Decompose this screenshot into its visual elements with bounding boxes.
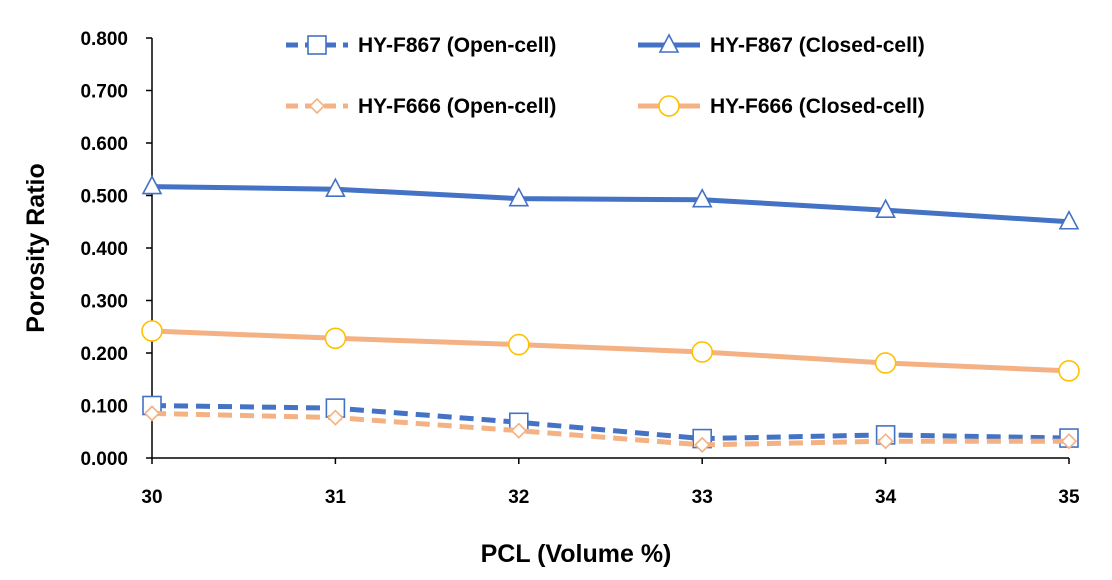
series-2 bbox=[143, 405, 1078, 454]
x-axis-title: PCL (Volume %) bbox=[481, 540, 672, 568]
legend-marker bbox=[658, 33, 680, 53]
legend: HY-F867 (Open-cell) HY-F867 (Closed-cell)… bbox=[286, 33, 925, 118]
y-axis-title: Porosity Ratio bbox=[22, 163, 50, 332]
legend-item: HY-F666 (Closed-cell) bbox=[638, 95, 925, 118]
data-point bbox=[324, 327, 347, 350]
series-line bbox=[151, 184, 1070, 225]
series-3 bbox=[141, 320, 1080, 382]
series-line bbox=[151, 410, 1069, 448]
data-point bbox=[143, 405, 161, 422]
legend-label: HY-F666 (Open-cell) bbox=[358, 95, 556, 118]
legend-label: HY-F867 (Open-cell) bbox=[358, 34, 556, 57]
series-line bbox=[151, 403, 1070, 442]
y-tick-label: 0.200 bbox=[80, 344, 128, 365]
data-point bbox=[510, 422, 527, 439]
data-point bbox=[1058, 360, 1080, 382]
legend-label: HY-F867 (Closed-cell) bbox=[710, 34, 925, 57]
legend-item: HY-F867 (Open-cell) bbox=[286, 34, 556, 57]
series-1 bbox=[141, 174, 1080, 230]
data-point bbox=[1060, 433, 1078, 450]
data-point bbox=[141, 174, 163, 195]
y-tick-label: 0.500 bbox=[80, 187, 128, 208]
data-point bbox=[691, 187, 713, 208]
y-tick-label: 0.700 bbox=[80, 82, 128, 103]
data-point bbox=[1058, 210, 1080, 230]
data-point bbox=[508, 186, 530, 207]
legend-marker bbox=[307, 35, 327, 55]
data-point bbox=[327, 409, 344, 426]
data-point bbox=[875, 198, 896, 218]
data-point bbox=[691, 341, 714, 363]
legend-marker bbox=[308, 97, 326, 115]
data-point bbox=[877, 433, 894, 450]
series-layer bbox=[141, 174, 1080, 454]
axes bbox=[146, 37, 1070, 464]
x-tick-label: 34 bbox=[875, 487, 897, 508]
x-tick-label: 33 bbox=[692, 487, 713, 508]
legend-item: HY-F867 (Closed-cell) bbox=[638, 33, 925, 57]
y-tick-label: 0.300 bbox=[80, 292, 128, 313]
y-tick-label: 0.800 bbox=[80, 29, 128, 50]
x-tick-label: 31 bbox=[325, 487, 347, 508]
data-point bbox=[874, 352, 897, 374]
legend-marker bbox=[658, 95, 680, 117]
y-tick-label: 0.400 bbox=[80, 239, 128, 260]
x-tick-label: 30 bbox=[141, 487, 162, 508]
y-tick-label: 0.000 bbox=[80, 449, 128, 470]
series-0 bbox=[142, 395, 1079, 449]
tick-labels: 0.000 0.100 0.200 0.300 0.400 0.500 0.600 0.700… bbox=[80, 29, 1080, 508]
legend-label: HY-F666 (Closed-cell) bbox=[710, 95, 925, 118]
legend-item: HY-F666 (Open-cell) bbox=[286, 95, 556, 118]
y-tick-label: 0.600 bbox=[80, 134, 128, 155]
data-point bbox=[325, 177, 346, 197]
data-point bbox=[141, 320, 163, 342]
data-point bbox=[694, 436, 711, 454]
y-tick-label: 0.100 bbox=[80, 397, 128, 418]
x-tick-label: 32 bbox=[508, 487, 529, 508]
series-line bbox=[151, 328, 1070, 374]
x-tick-label: 35 bbox=[1058, 487, 1080, 508]
data-point bbox=[507, 333, 530, 356]
